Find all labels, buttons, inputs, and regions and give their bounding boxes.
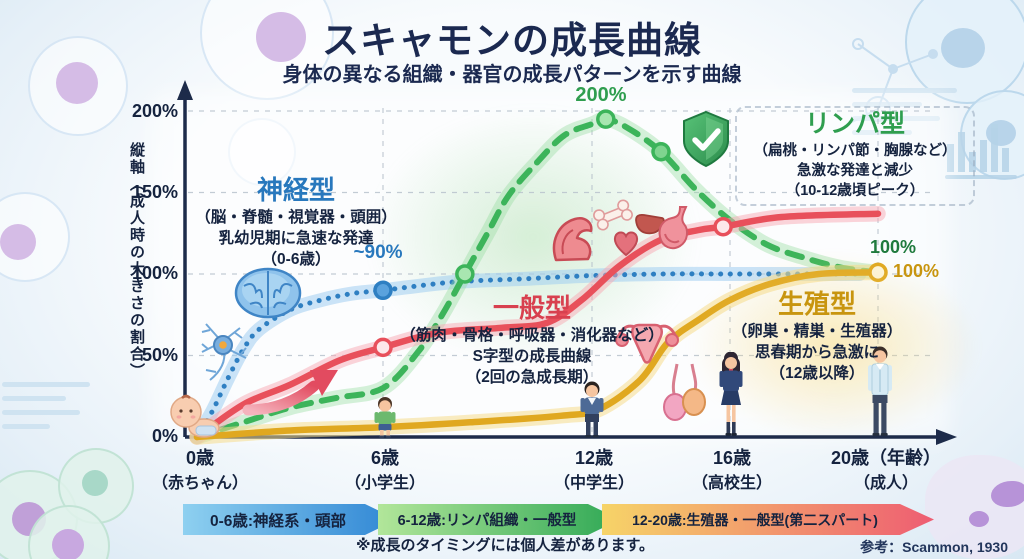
growth-spurt-arrow	[242, 370, 338, 416]
page-subtitle: 身体の異なる組織・器官の成長パターンを示す曲線	[282, 64, 742, 86]
page-title: スキャモンの成長曲線	[322, 20, 702, 61]
y-tick-100: 100%	[131, 263, 178, 283]
x-tick-0: 0歳 （赤ちゃん）	[151, 448, 249, 492]
stomach-icon	[658, 206, 689, 250]
cell-decoration	[905, 0, 1024, 104]
general-label-block: 一般型 （筋肉・骨格・呼吸器・消化器など） S字型の成長曲線 （2回の急成長期）	[398, 294, 666, 389]
genital-label-block: 生殖型 （卵巣・精巣・生殖器） 思春期から急激に （12歳以降）	[710, 290, 924, 385]
genital-end-annotation: 100%	[892, 261, 940, 281]
disclaimer-note: ※成長のタイミングには個人差があります。	[355, 537, 655, 554]
x-tick-16: 16歳 （高校生）	[691, 448, 773, 492]
bar-chart-decoration	[945, 124, 1017, 179]
student-icon	[580, 381, 604, 438]
lymphoid-label-block: リンパ型 （扁桃・リンパ節・胸腺など） 急激な発達と減少 （10-12歳頃ピーク…	[735, 106, 975, 206]
lymphoid-title: リンパ型	[804, 110, 905, 138]
y-tick-200: 200%	[131, 101, 178, 121]
muscle-icon	[552, 217, 593, 262]
timeline-arrow-lymphoid: 6-12歳:リンパ組織・一般型	[378, 504, 620, 535]
y-tick-0: 0%	[151, 426, 178, 446]
cell-decoration	[0, 192, 70, 282]
cell-decoration	[28, 36, 128, 136]
reference-citation: 参考：Scammon, 1930	[860, 539, 1008, 555]
timeline-arrow-genital: 12-20歳:生殖器・一般型(第二スパート)	[602, 504, 934, 535]
amoeba-decoration	[925, 455, 1024, 559]
lymphoid-end-annotation: 100%	[869, 237, 917, 257]
x-tick-6: 6歳 （小学生）	[344, 448, 426, 492]
brain-icon	[234, 267, 302, 319]
text-lines-decoration	[2, 382, 94, 438]
child-icon	[374, 397, 396, 438]
general-title: 一般型	[492, 293, 571, 323]
lymphoid-peak-annotation: 200%	[575, 84, 627, 106]
x-tick-12: 12歳 （中学生）	[553, 448, 635, 492]
timeline-arrow-neural: 0-6歳:神経系・頭部	[183, 504, 397, 535]
neural-title: 神経型	[256, 175, 335, 205]
x-tick-20: 20歳（年齢） （成人）	[830, 448, 942, 492]
y-tick-50: 50%	[141, 345, 178, 365]
cell-decoration	[28, 505, 110, 559]
y-axis-title: 縦軸（成人時の大きさの割合）	[128, 142, 145, 380]
y-tick-150: 150%	[131, 182, 178, 202]
testes-icon	[663, 363, 706, 421]
shield-check-icon	[683, 110, 729, 168]
neural-90pct-annotation: ~90%	[353, 242, 403, 263]
genital-title: 生殖型	[777, 289, 856, 319]
